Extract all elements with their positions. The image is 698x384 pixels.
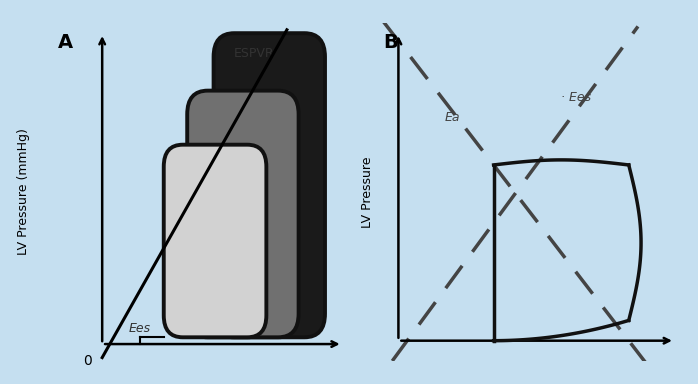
Text: LV Pressure (mmHg): LV Pressure (mmHg) xyxy=(17,129,29,255)
FancyBboxPatch shape xyxy=(187,91,299,337)
Text: ESPVR: ESPVR xyxy=(234,47,275,60)
Text: B: B xyxy=(383,33,398,52)
Text: LV Pressure: LV Pressure xyxy=(361,156,374,228)
FancyBboxPatch shape xyxy=(214,33,325,337)
Text: Ea: Ea xyxy=(445,111,460,124)
Text: 0: 0 xyxy=(83,354,92,368)
Text: A: A xyxy=(58,33,73,52)
FancyBboxPatch shape xyxy=(164,145,267,337)
Text: · Ees: · Ees xyxy=(561,91,591,104)
Text: Ees: Ees xyxy=(128,322,151,335)
